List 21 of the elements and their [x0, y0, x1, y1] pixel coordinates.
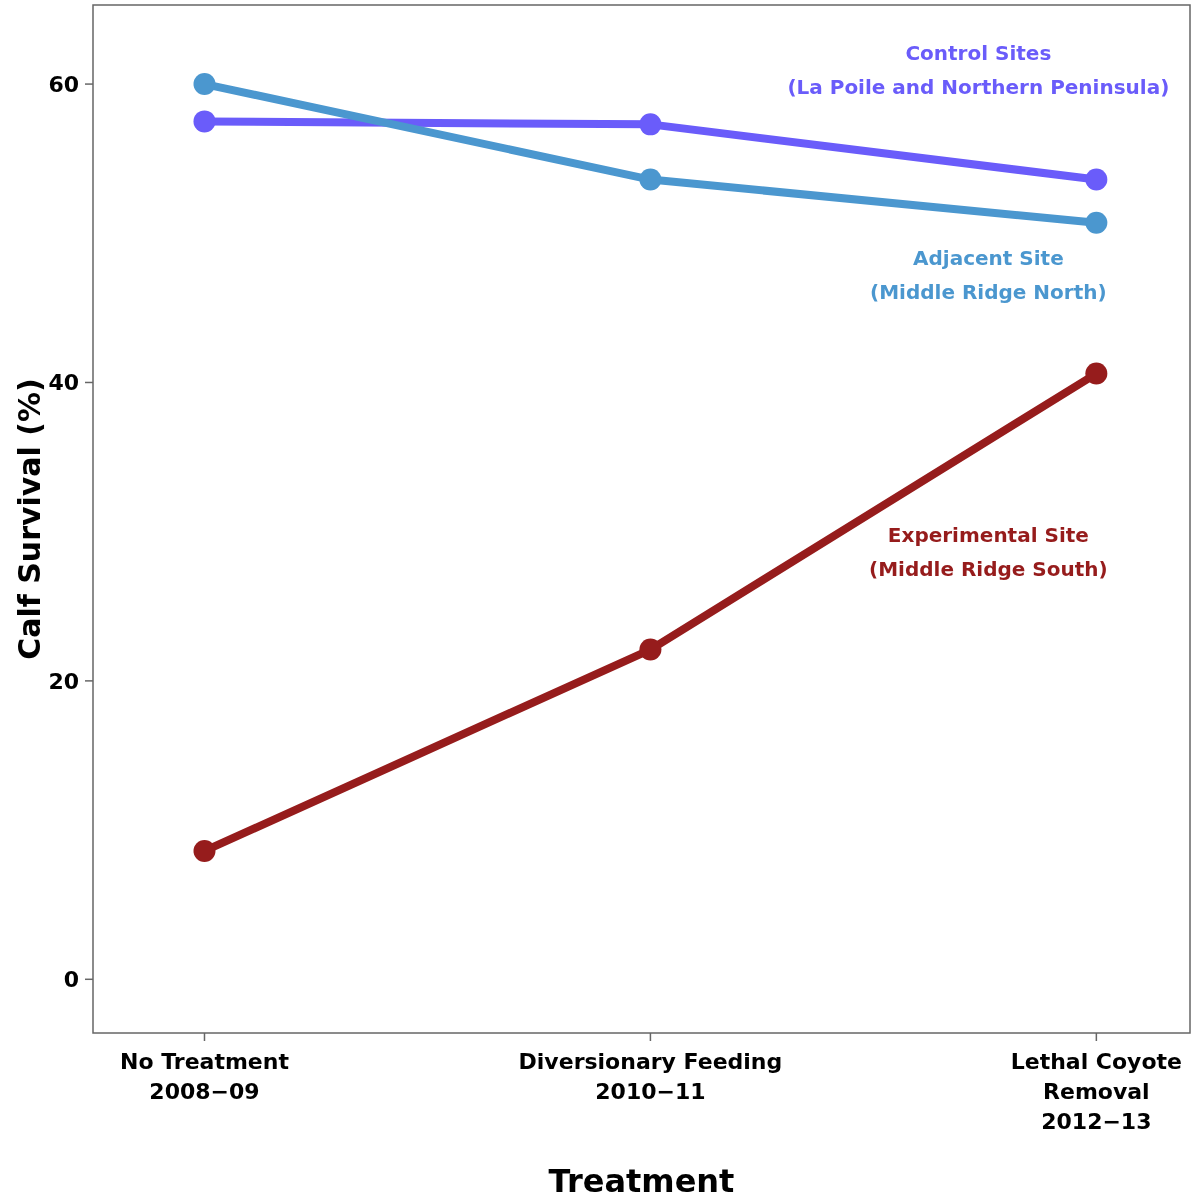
y-axis-title: Calf Survival (%)	[12, 378, 47, 660]
point	[1085, 211, 1108, 234]
x-tick-label: No Treatment 2008−09	[120, 1049, 290, 1104]
x-axis-title: Treatment	[548, 1162, 735, 1199]
point	[639, 638, 662, 661]
point	[639, 113, 662, 136]
series-label: Experimental Site (Middle Ridge South)	[869, 522, 1108, 581]
x-tick-label: Lethal Coyote Removal 2012−13	[1010, 1049, 1183, 1134]
point	[193, 110, 216, 133]
point	[1085, 362, 1108, 385]
x-tick-label: Diversionary Feeding 2010−11	[518, 1049, 783, 1104]
y-tick-label: 20	[48, 668, 79, 694]
point	[193, 73, 216, 96]
point	[193, 839, 216, 862]
point	[639, 168, 662, 191]
series-label: Adjacent Site (Middle Ridge North)	[870, 245, 1107, 304]
y-tick-label: 40	[48, 370, 79, 396]
text: Control Sites (La Poile and Northern Peninsula)	[787, 40, 1170, 99]
y-tick-label: 0	[63, 966, 79, 992]
point	[1085, 168, 1108, 191]
y-tick-label: 60	[48, 71, 79, 97]
